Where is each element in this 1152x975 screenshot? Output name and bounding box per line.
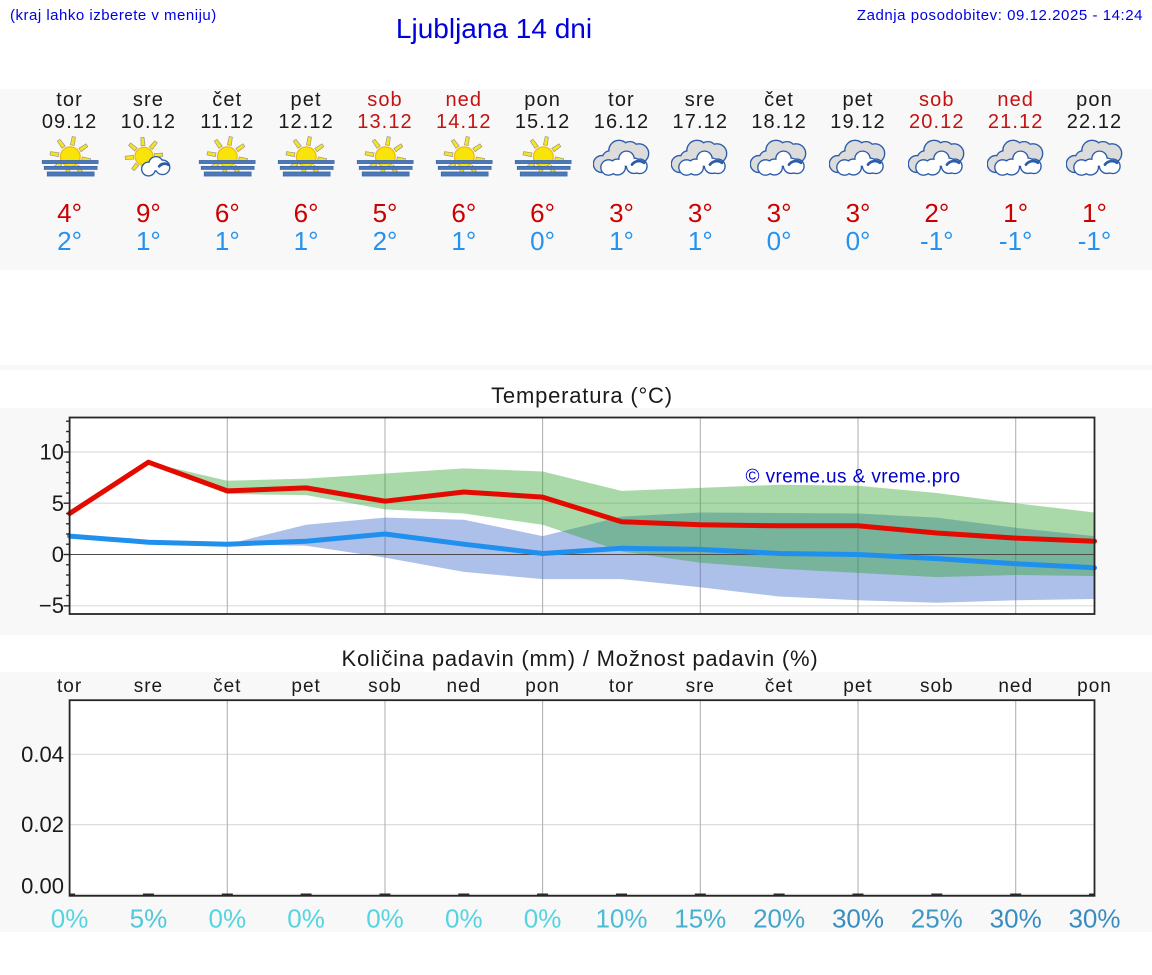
- svg-text:čet: čet: [213, 676, 241, 697]
- svg-text:0.00: 0.00: [21, 874, 64, 899]
- svg-text:30%: 30%: [1068, 904, 1120, 933]
- svg-text:ned: ned: [998, 676, 1033, 697]
- svg-text:5: 5: [52, 491, 64, 516]
- svg-text:0: 0: [52, 542, 64, 567]
- svg-text:tor: tor: [57, 676, 82, 697]
- svg-text:pet: pet: [291, 676, 320, 697]
- svg-text:30%: 30%: [832, 904, 884, 933]
- svg-text:15%: 15%: [674, 904, 726, 933]
- svg-text:sob: sob: [920, 676, 954, 697]
- svg-text:0%: 0%: [366, 904, 404, 933]
- svg-text:0%: 0%: [287, 904, 325, 933]
- svg-text:ned: ned: [446, 676, 481, 697]
- svg-text:30%: 30%: [990, 904, 1042, 933]
- svg-text:10%: 10%: [595, 904, 647, 933]
- svg-text:20%: 20%: [753, 904, 805, 933]
- svg-text:0.04: 0.04: [21, 742, 64, 767]
- svg-text:sre: sre: [686, 676, 715, 697]
- svg-text:čet: čet: [765, 676, 793, 697]
- svg-text:5%: 5%: [130, 904, 168, 933]
- svg-text:0%: 0%: [524, 904, 562, 933]
- svg-text:10: 10: [40, 440, 64, 465]
- svg-text:© vreme.us & vreme.pro: © vreme.us & vreme.pro: [746, 467, 961, 488]
- svg-text:−5: −5: [39, 593, 64, 618]
- svg-text:0.02: 0.02: [21, 812, 64, 837]
- svg-text:pon: pon: [1077, 676, 1112, 697]
- svg-text:sre: sre: [134, 676, 163, 697]
- svg-text:pon: pon: [525, 676, 560, 697]
- svg-text:sob: sob: [368, 676, 402, 697]
- svg-text:pet: pet: [843, 676, 872, 697]
- svg-text:0%: 0%: [445, 904, 483, 933]
- svg-text:tor: tor: [609, 676, 634, 697]
- svg-text:0%: 0%: [209, 904, 247, 933]
- svg-text:0%: 0%: [51, 904, 89, 933]
- svg-text:25%: 25%: [911, 904, 963, 933]
